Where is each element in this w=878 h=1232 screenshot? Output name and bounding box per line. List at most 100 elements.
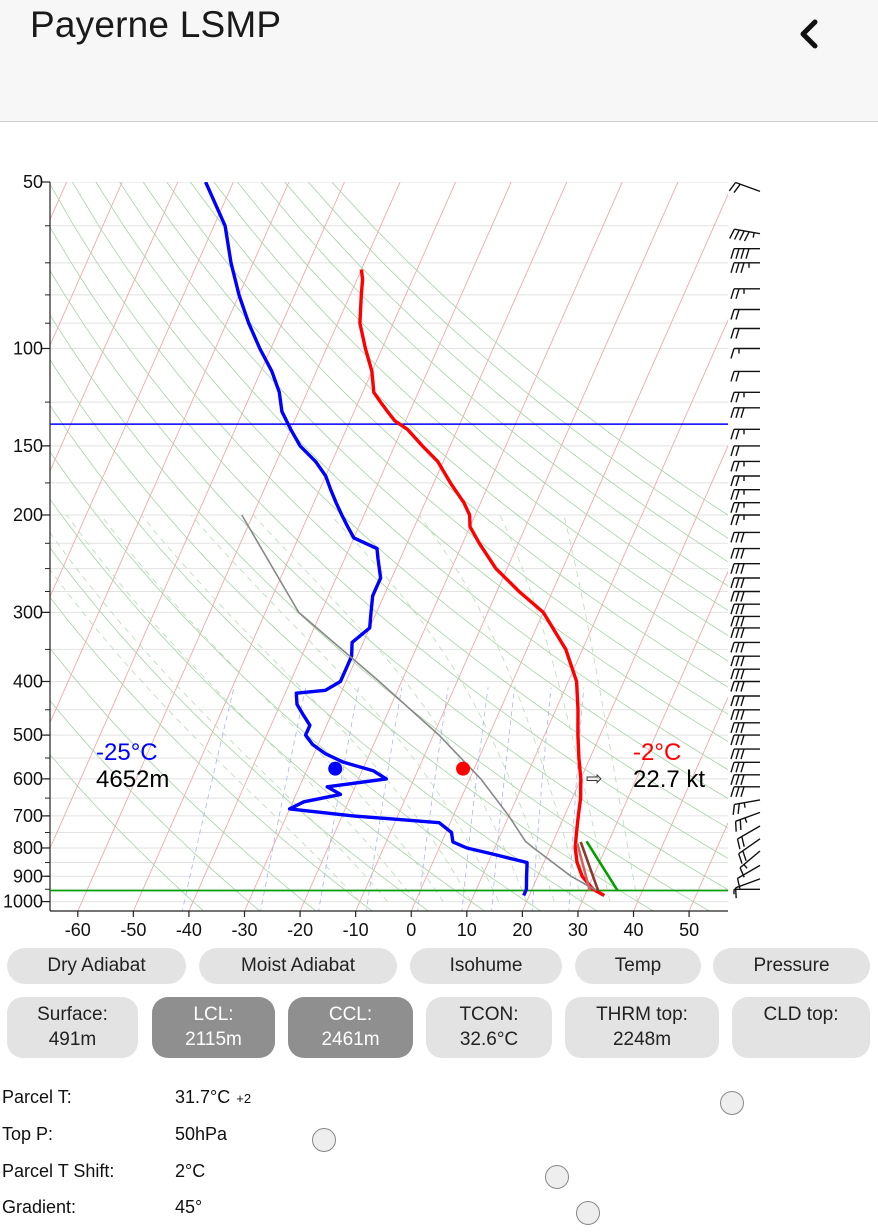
wind-barb-flag — [735, 514, 740, 526]
tcon-stat[interactable]: TCON: 32.6°C — [426, 997, 552, 1058]
dry-adiabat-line — [50, 404, 598, 911]
wind-barb-flag — [735, 475, 740, 487]
reference-grid — [50, 182, 728, 911]
chevron-left-icon — [800, 19, 818, 49]
isotherm-line — [299, 182, 623, 911]
wind-barb-flag — [735, 668, 740, 680]
wind-barb-flag — [740, 577, 745, 589]
wind-barb — [730, 695, 760, 707]
isohume-button[interactable]: Isohume — [410, 948, 562, 984]
x-tick-label: -30 — [232, 920, 258, 940]
isohume-line — [260, 687, 307, 911]
isotherm-line — [244, 182, 568, 911]
wind-barb — [730, 577, 760, 589]
thrm-top-stat[interactable]: THRM top: 2248m — [565, 997, 719, 1058]
wind-barb-flag — [735, 407, 740, 419]
wind-barb-flag — [730, 709, 735, 721]
parcel-surface-line-3 — [576, 843, 592, 891]
isotherm-line — [50, 182, 68, 221]
wind-barb-flag — [730, 489, 735, 500]
wind-barb-flag — [735, 734, 740, 746]
wind-barb-flag — [745, 248, 750, 259]
dry-adiabat-button[interactable]: Dry Adiabat — [7, 948, 186, 984]
wind-barb-flag — [735, 616, 740, 627]
parcel-t-offset: +2 — [236, 1091, 252, 1106]
wind-barb — [730, 668, 760, 680]
moist-adiabat-button[interactable]: Moist Adiabat — [199, 948, 397, 984]
dry-adiabat-line — [307, 182, 728, 539]
wind-barb-flag — [735, 461, 740, 472]
moist-adiabat-line — [50, 569, 361, 902]
wind-barb-flag — [734, 821, 737, 832]
temp-button[interactable]: Temp — [575, 948, 701, 984]
wind-barb-flag — [740, 262, 745, 274]
y-tick-label: 50 — [23, 172, 43, 192]
surface-stat[interactable]: Surface: 491m — [7, 997, 138, 1058]
wind-barb-flag — [730, 514, 735, 526]
mode-toggle-row: Dry Adiabat Moist Adiabat Isohume Temp P… — [0, 948, 878, 984]
moist-adiabat-line — [66, 514, 416, 902]
wind-barb-flag — [740, 616, 745, 627]
cld-top-stat[interactable]: CLD top: — [732, 997, 870, 1058]
wind-barb — [730, 655, 760, 667]
wind-barb-flag — [735, 642, 740, 653]
wind-barb-flag — [736, 838, 741, 850]
tcon-stat-label: TCON: — [459, 1004, 519, 1025]
wind-barb-flag — [740, 627, 745, 639]
temperature-line — [358, 269, 606, 897]
wind-barb-flag — [735, 288, 740, 300]
isotherm-line — [522, 444, 728, 911]
wind-barb-flag — [740, 681, 745, 692]
wind-barb — [730, 327, 760, 339]
wind-barb-flag — [730, 475, 735, 487]
wind-barb-flag — [735, 445, 740, 457]
wind-barb-flag — [735, 563, 740, 574]
wind-barb-flag — [730, 774, 735, 786]
wind-barb-flag — [735, 248, 740, 259]
wind-barb-flag — [728, 182, 737, 192]
wind-barb-flag — [730, 445, 735, 457]
isotherm-line — [688, 822, 728, 911]
skew-t-chart[interactable]: 501001502003004005006007008009001000-60-… — [0, 170, 878, 946]
wind-barb-flag — [738, 230, 745, 241]
isotherm-line — [132, 182, 457, 911]
parcel-t-shift-slider-knob[interactable] — [545, 1165, 569, 1189]
wind-barb-flag — [735, 722, 740, 734]
pressure-button[interactable]: Pressure — [713, 948, 870, 984]
wind-barb-flag — [735, 577, 740, 589]
back-button[interactable] — [792, 14, 828, 54]
isotherm-line — [50, 182, 179, 473]
y-tick-label: 150 — [13, 436, 43, 456]
wind-barb-flag — [735, 762, 740, 773]
x-tick-label: -20 — [287, 920, 313, 940]
gradient-slider-knob[interactable] — [576, 1201, 600, 1225]
x-tick-label: 30 — [568, 920, 588, 940]
parcel-t-slider-knob[interactable] — [720, 1091, 744, 1115]
parcel-surface-line-1 — [585, 840, 619, 892]
wind-barb — [733, 888, 760, 895]
wind-barb-staff — [734, 799, 761, 806]
isotherm-line — [355, 182, 679, 911]
isohume-line — [318, 687, 359, 911]
ccl-stat[interactable]: CCL: 2461m — [288, 997, 413, 1058]
wind-barb-flag — [740, 655, 745, 667]
wind-barb-staff — [738, 838, 761, 855]
wind-barb — [738, 838, 761, 864]
wind-barb — [730, 590, 760, 602]
top-p-slider-knob[interactable] — [312, 1128, 336, 1152]
wind-barb-flag — [743, 231, 750, 242]
wind-barb-flag — [730, 532, 735, 543]
surface-stat-value: 491m — [48, 1029, 97, 1050]
wind-barb-flag — [740, 762, 745, 773]
ccl-stat-value: 2461m — [321, 1029, 380, 1050]
dry-adiabat-line — [142, 182, 728, 715]
thrm-top-stat-label: THRM top: — [596, 1004, 688, 1025]
wind-barb — [730, 680, 760, 692]
dry-adiabat-line — [50, 596, 373, 911]
wind-barb-flag — [730, 786, 735, 798]
wind-barb-flag — [735, 786, 740, 798]
wind-barb — [730, 475, 760, 487]
lcl-stat[interactable]: LCL: 2115m — [152, 997, 275, 1058]
isotherm-line — [77, 182, 401, 911]
dry-adiabat-line — [50, 753, 204, 911]
